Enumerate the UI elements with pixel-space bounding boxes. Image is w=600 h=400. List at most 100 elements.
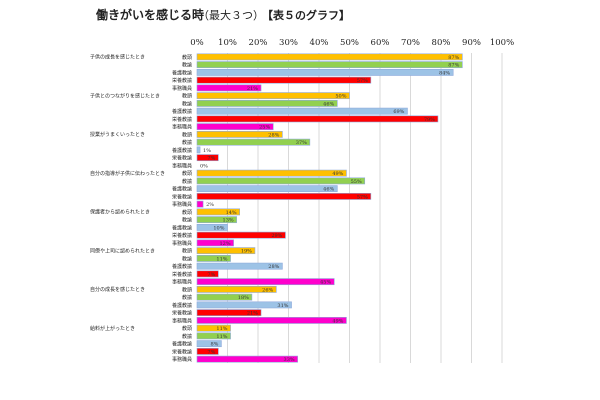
data-label: 57%: [357, 78, 368, 84]
bar: [196, 324, 231, 332]
data-label: 19%: [241, 249, 252, 255]
data-label: 31%: [277, 303, 288, 309]
bar: [196, 123, 274, 131]
role-label: 事務職員: [172, 162, 192, 169]
data-label: 12%: [219, 241, 230, 247]
role-label: 栄養教諭: [172, 348, 192, 355]
bar: [196, 100, 338, 107]
bar: [196, 316, 347, 324]
data-label: 1%: [203, 148, 211, 154]
data-label: 45%: [320, 280, 331, 286]
bar: [196, 200, 204, 208]
role-label: 教頭: [182, 170, 192, 177]
role-label: 養護教諭: [172, 224, 192, 231]
bar: [196, 340, 222, 348]
bar: [196, 285, 277, 293]
data-label: 0%: [200, 163, 208, 169]
bar: [196, 231, 286, 239]
bar: [196, 301, 292, 309]
bar: [196, 92, 350, 100]
chart-note: 【表５のグラフ】: [262, 9, 350, 22]
group-label: 自分の成長を感じたとき: [90, 286, 145, 293]
data-label: 21%: [247, 86, 258, 92]
group-label: 授業がうまくいったとき: [90, 131, 145, 138]
role-label: 教頭: [182, 93, 192, 100]
bar: [196, 347, 219, 355]
data-label: 50%: [335, 94, 346, 100]
x-tick-label: 30%: [279, 38, 298, 48]
x-tick-label: 0%: [190, 38, 204, 48]
role-label: 教諭: [182, 294, 192, 301]
data-label: 33%: [284, 357, 295, 363]
bar: [196, 216, 237, 224]
role-label: 事務職員: [172, 240, 192, 247]
bar: [196, 332, 231, 340]
bar: [196, 224, 228, 231]
data-label: 7%: [207, 349, 215, 355]
x-tick-label: 50%: [340, 38, 359, 48]
bar: [196, 154, 219, 162]
x-tick-label: 40%: [310, 38, 329, 48]
data-label: 49%: [332, 318, 343, 324]
bar: [196, 185, 338, 193]
role-label: 養護教諭: [172, 263, 192, 270]
data-label: 21%: [247, 311, 258, 317]
bar: [196, 76, 372, 84]
data-label: 25%: [259, 125, 270, 131]
bar: [196, 146, 201, 154]
data-label: 13%: [223, 218, 234, 224]
role-label: 栄養教諭: [172, 232, 192, 239]
role-label: 養護教諭: [172, 186, 192, 193]
bar: [196, 270, 219, 278]
data-label: 14%: [226, 210, 237, 216]
data-label: 37%: [296, 140, 307, 146]
bar: [196, 53, 463, 61]
role-label: 栄養教諭: [172, 310, 192, 317]
data-label: 57%: [357, 194, 368, 200]
data-label: 18%: [238, 295, 249, 301]
chart-title: 働きがいを感じる時: [96, 8, 205, 22]
role-label: 教諭: [182, 333, 192, 340]
data-label: 69%: [393, 109, 404, 115]
role-label: 事務職員: [172, 201, 192, 208]
x-tick-label: 60%: [371, 38, 390, 48]
data-label: 87%: [448, 63, 459, 69]
data-label: 11%: [216, 326, 227, 332]
data-label: 87%: [448, 55, 459, 61]
data-label: 7%: [207, 156, 215, 162]
role-label: 事務職員: [172, 85, 192, 92]
bar: [196, 193, 372, 200]
bar: [196, 262, 283, 270]
data-label: 46%: [323, 101, 334, 107]
role-label: 教頭: [182, 325, 192, 332]
role-label: 事務職員: [172, 356, 192, 363]
role-label: 教諭: [182, 62, 192, 69]
bar: [196, 293, 253, 301]
data-label: 49%: [332, 171, 343, 177]
data-label: 10%: [213, 225, 224, 231]
bar: [196, 169, 347, 177]
role-label: 教頭: [182, 209, 192, 216]
group-label: 子供とのつながりを感じたとき: [90, 92, 160, 99]
bar: [196, 115, 439, 123]
data-label: 7%: [207, 272, 215, 278]
x-tick-label: 70%: [401, 38, 420, 48]
bar: [196, 138, 311, 146]
role-label: 教諭: [182, 217, 192, 224]
bar: [196, 239, 234, 247]
role-label: 養護教諭: [172, 341, 192, 348]
data-label: 29%: [271, 233, 282, 239]
group-label: 同僚や上司に認められたとき: [90, 247, 155, 254]
role-label: 教諭: [182, 100, 192, 107]
x-tick-label: 90%: [462, 38, 481, 48]
group-label: 給料が上がったとき: [90, 325, 135, 332]
bar: [196, 255, 231, 262]
bar: [196, 355, 298, 363]
role-label: 事務職員: [172, 317, 192, 324]
role-label: 教諭: [182, 255, 192, 262]
data-label: 84%: [439, 70, 450, 76]
group-label: 自分の指導が子供に伝わったとき: [90, 170, 165, 177]
x-tick-label: 80%: [432, 38, 451, 48]
